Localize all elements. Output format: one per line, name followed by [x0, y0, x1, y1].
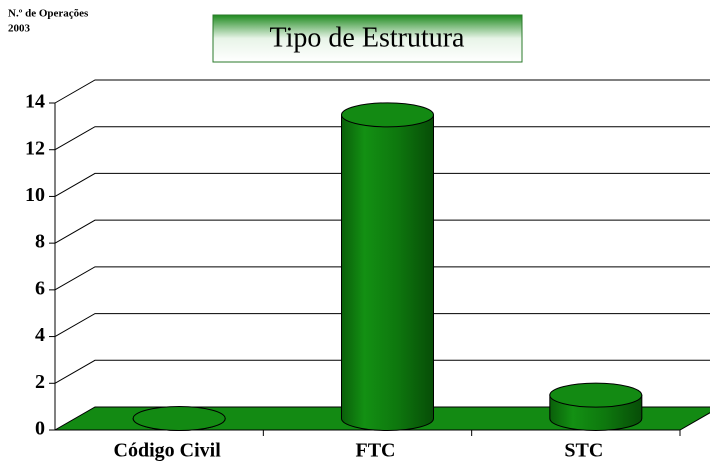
y-tick-label: 10	[25, 184, 45, 206]
y-tick-label: 14	[25, 91, 45, 113]
grid-line	[54, 266, 710, 291]
y-axis-label: 2003	[8, 23, 31, 35]
y-axis-label: N.º de Operações	[8, 8, 89, 20]
grid-line	[54, 172, 710, 197]
x-tick-label: FTC	[356, 440, 396, 462]
bar-cap	[132, 406, 226, 431]
grid-line	[54, 219, 710, 244]
grid-line	[54, 313, 710, 338]
bar	[341, 114, 434, 431]
chart-title: Tipo de Estrutura	[270, 22, 466, 53]
y-tick-label: 0	[35, 418, 45, 440]
bar-cap	[549, 382, 643, 408]
y-tick-label: 12	[25, 137, 45, 159]
bar-cap	[341, 102, 434, 128]
y-tick-label: 8	[35, 231, 45, 253]
title-box	[212, 14, 523, 63]
x-tick-label: STC	[564, 440, 603, 462]
x-tick-label: Código Civil	[114, 440, 222, 462]
y-tick-label: 4	[35, 324, 45, 346]
y-tick-label: 6	[35, 277, 45, 299]
grid-line	[54, 126, 710, 151]
grid-line	[54, 359, 710, 384]
y-tick-label: 2	[35, 371, 45, 393]
grid-line	[54, 79, 710, 104]
